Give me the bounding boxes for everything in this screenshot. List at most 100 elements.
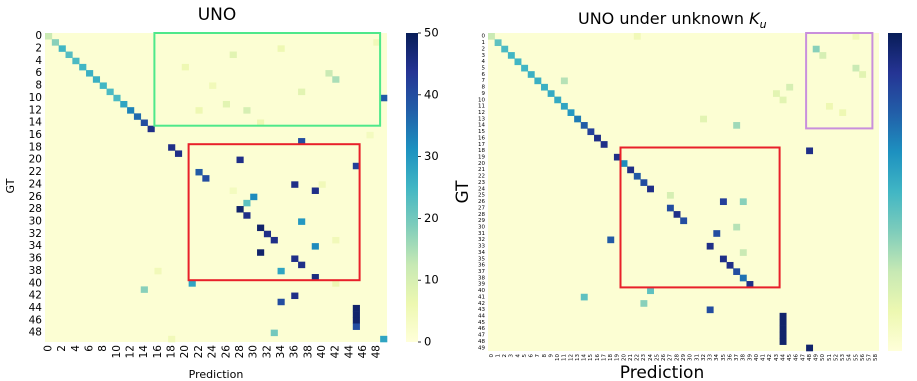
heatmap-cell xyxy=(243,107,251,114)
y-tick-label: 36 xyxy=(478,263,485,269)
y-tick-label: 44 xyxy=(478,314,485,320)
heatmap-cell xyxy=(739,274,747,282)
y-tick-label: 18 xyxy=(29,141,42,153)
y-tick-label: 13 xyxy=(478,116,485,122)
x-tick-label: 51 xyxy=(827,354,833,361)
y-tick-label: 0 xyxy=(482,34,486,40)
heatmap-cell xyxy=(706,242,714,250)
y-tick-labels: 0123456789101112131415161718192021222324… xyxy=(478,34,486,352)
heatmap-cells xyxy=(45,33,388,343)
y-tick-label: 17 xyxy=(478,142,485,148)
heatmap-cell xyxy=(825,102,833,110)
y-tick-label: 48 xyxy=(29,327,42,339)
x-tick-label: 7 xyxy=(535,354,541,358)
heatmap-cell xyxy=(613,153,621,161)
y-tick-label: 35 xyxy=(478,256,485,262)
y-tick-label: 10 xyxy=(478,97,485,103)
heatmap-cell xyxy=(243,199,251,207)
y-tick-label: 40 xyxy=(478,288,485,294)
y-tick-label: 41 xyxy=(478,294,485,300)
x-tick-label: 15 xyxy=(588,354,594,361)
heatmap-cell xyxy=(72,57,80,65)
heatmap-cell xyxy=(647,185,654,193)
x-tick-label: 9 xyxy=(549,354,555,358)
x-tick-label: 24 xyxy=(207,345,219,359)
heatmap-cell xyxy=(209,82,217,89)
heatmap-cell xyxy=(236,206,244,213)
heatmap-cell xyxy=(534,77,542,85)
y-tick-label: 47 xyxy=(478,333,485,339)
heatmap-cell xyxy=(514,58,522,66)
heatmap-cell xyxy=(352,162,360,170)
colorbar-tick-label: 50 xyxy=(424,26,439,40)
heatmap-cell xyxy=(726,261,734,269)
heatmap-cell xyxy=(567,109,575,116)
heatmap-cell xyxy=(779,331,787,339)
x-tick-label: 42 xyxy=(330,345,342,358)
y-tick-label: 2 xyxy=(482,46,486,52)
y-tick-label: 39 xyxy=(478,282,485,288)
y-tick-label: 10 xyxy=(29,92,42,104)
heatmap-cell xyxy=(719,198,727,206)
y-tick-label: 22 xyxy=(29,166,42,178)
x-axis-label: Prediction xyxy=(189,368,244,381)
heatmap-cell xyxy=(140,286,148,293)
heatmap-cell xyxy=(600,141,608,148)
heatmap-cell xyxy=(92,76,101,83)
heatmap-cell xyxy=(580,293,588,301)
highlight-box xyxy=(187,143,361,282)
x-tick-label: 18 xyxy=(608,354,614,361)
y-tick-label: 32 xyxy=(478,237,485,243)
x-tick-label: 32 xyxy=(701,354,707,361)
heatmap-uno: UNO 0 2 4 6 8 10 12 14 16 18 20 22 24 26 28 30 32 34 36 38 4… xyxy=(4,5,439,381)
heatmap-cell xyxy=(332,76,340,83)
heatmap-cell xyxy=(277,298,285,306)
y-tick-label: 19 xyxy=(478,155,485,161)
x-tick-label: 50 xyxy=(820,354,826,361)
x-tick-label: 39 xyxy=(747,354,753,361)
x-tick-label: 3 xyxy=(509,354,515,358)
x-tick-label: 21 xyxy=(628,354,634,361)
y-tick-label: 14 xyxy=(29,117,43,129)
x-tick-label: 44 xyxy=(343,345,355,359)
y-tick-label: 4 xyxy=(35,55,42,67)
heatmap-cell xyxy=(772,90,780,97)
heatmap-cell xyxy=(666,192,674,199)
heatmap-cell xyxy=(298,261,306,269)
heatmap-cell xyxy=(277,45,285,52)
heatmap-cell xyxy=(560,102,568,110)
x-tick-label: 19 xyxy=(615,354,621,361)
colorbar-ticks: 0 10 20 30 40 50 xyxy=(418,26,439,349)
heatmap-cell xyxy=(587,128,595,136)
x-tick-label: 57 xyxy=(867,354,873,361)
y-tick-label: 25 xyxy=(478,193,485,199)
heatmap-cell xyxy=(547,90,555,97)
heatmap-cell xyxy=(243,212,251,219)
heatmap-cell xyxy=(250,193,258,201)
y-tick-label: 28 xyxy=(29,203,42,215)
x-tick-label: 31 xyxy=(694,354,700,361)
y-tick-label: 44 xyxy=(29,302,43,314)
heatmap-cell xyxy=(640,300,648,307)
colorbar-tick-label: 40 xyxy=(424,87,439,101)
x-tick-label: 22 xyxy=(193,345,205,358)
heatmap-cell xyxy=(806,344,814,352)
y-tick-label: 24 xyxy=(478,186,485,192)
x-tick-label: 56 xyxy=(860,354,866,361)
heatmap-cell xyxy=(298,88,306,96)
x-tick-label: 54 xyxy=(847,354,853,361)
x-tick-label: 13 xyxy=(575,354,581,361)
heatmap-cell xyxy=(633,33,641,40)
y-tick-label: 45 xyxy=(478,320,485,326)
heatmap-cell xyxy=(318,181,326,188)
heatmap-cell xyxy=(746,281,754,288)
y-tick-label: 18 xyxy=(478,148,485,154)
x-tick-labels: 0 1 2 3 4 5 6 7 8 9 10 11 12 13 14 15 16 17 18 19 20 21 22 23 24… xyxy=(489,354,879,362)
heatmap-cell xyxy=(607,236,615,244)
heatmap-cells xyxy=(488,33,879,352)
y-tick-label: 20 xyxy=(29,154,42,166)
heatmap-cell xyxy=(647,287,654,295)
x-tick-label: 34 xyxy=(714,354,720,361)
y-tick-label: 6 xyxy=(35,67,42,79)
x-tick-label: 6 xyxy=(529,354,535,358)
